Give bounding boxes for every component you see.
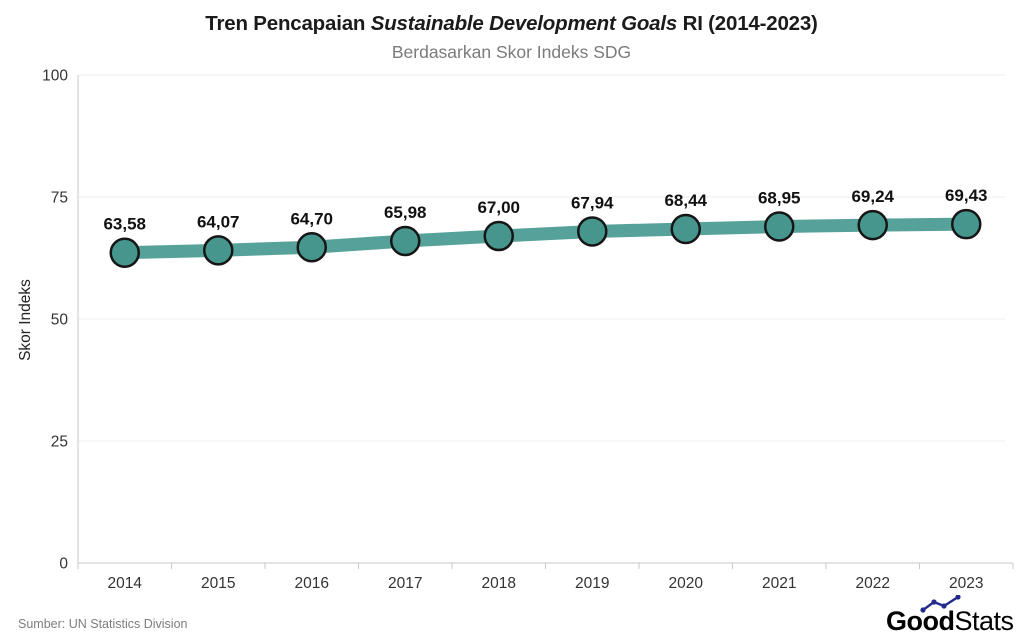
x-tick-label: 2014	[108, 575, 143, 592]
chart-title-italic: Sustainable Development Goals	[370, 12, 678, 35]
value-label: 67,00	[477, 198, 520, 217]
value-label: 69,24	[851, 187, 894, 206]
chart-header: Tren Pencapaian Sustainable Development …	[0, 12, 1023, 63]
y-tick-label: 100	[42, 68, 68, 85]
goodstats-logo: GoodStats	[886, 595, 1014, 637]
value-labels: 63,58 64,07 64,70 65,98 67,00 67,94 68,44 68,95…	[103, 186, 987, 234]
gridlines	[78, 74, 1005, 442]
data-point-marker	[951, 208, 982, 240]
logo-text-light: Stats	[954, 606, 1014, 636]
data-point-marker	[483, 220, 514, 252]
x-tick-label: 2017	[388, 575, 422, 592]
data-point-marker	[296, 232, 327, 263]
sparkline-icon	[920, 595, 961, 613]
y-tick-label: 75	[51, 190, 68, 207]
goodstats-logo-text: GoodStats	[886, 606, 1014, 637]
value-label: 68,95	[758, 189, 801, 208]
x-tick-label: 2016	[295, 575, 329, 592]
x-tick-label: 2023	[949, 575, 983, 592]
y-axis-labels: 0 25 50 75 100	[42, 68, 68, 573]
chart-title-prefix: Tren Pencapaian	[205, 12, 371, 35]
data-point-marker	[764, 211, 795, 242]
value-label: 65,98	[384, 203, 427, 222]
chart-subtitle: Berdasarkan Skor Indeks SDG	[391, 42, 632, 62]
data-point-marker	[203, 235, 234, 266]
y-axis-title: Skor Indeks	[17, 279, 34, 361]
x-tick-label: 2022	[856, 575, 890, 592]
chart-title-suffix: RI (2014-2023)	[677, 12, 818, 35]
series-line	[118, 217, 973, 260]
y-tick-label: 25	[51, 434, 68, 451]
value-label: 67,94	[571, 193, 614, 212]
x-tick-label: 2018	[482, 575, 516, 592]
value-label: 64,70	[290, 209, 333, 228]
chart-title: Tren Pencapaian Sustainable Development …	[0, 12, 1023, 36]
data-point-marker	[109, 237, 140, 268]
data-point-marker	[390, 225, 421, 257]
value-label: 63,58	[103, 215, 146, 234]
x-tick-label: 2019	[575, 575, 609, 592]
data-point-marker	[577, 216, 608, 247]
data-point-marker	[670, 213, 701, 245]
value-label: 64,07	[197, 212, 240, 231]
x-tick-label: 2020	[669, 575, 704, 592]
logo-text-bold: Good	[886, 606, 955, 636]
x-tick-label: 2021	[762, 575, 796, 592]
value-label: 68,44	[664, 191, 707, 210]
source-note: Sumber: UN Statistics Division	[18, 617, 188, 631]
data-point-markers	[109, 208, 982, 268]
x-tick-label: 2015	[201, 575, 235, 592]
y-tick-label: 50	[51, 312, 69, 329]
axes	[77, 75, 1014, 569]
x-axis-labels: 2014 2015 2016 2017 2018 2019 2020 2021 2022 2023	[108, 575, 984, 592]
value-label: 69,43	[945, 186, 988, 205]
data-point-marker	[857, 209, 888, 241]
y-tick-label: 0	[59, 556, 68, 573]
